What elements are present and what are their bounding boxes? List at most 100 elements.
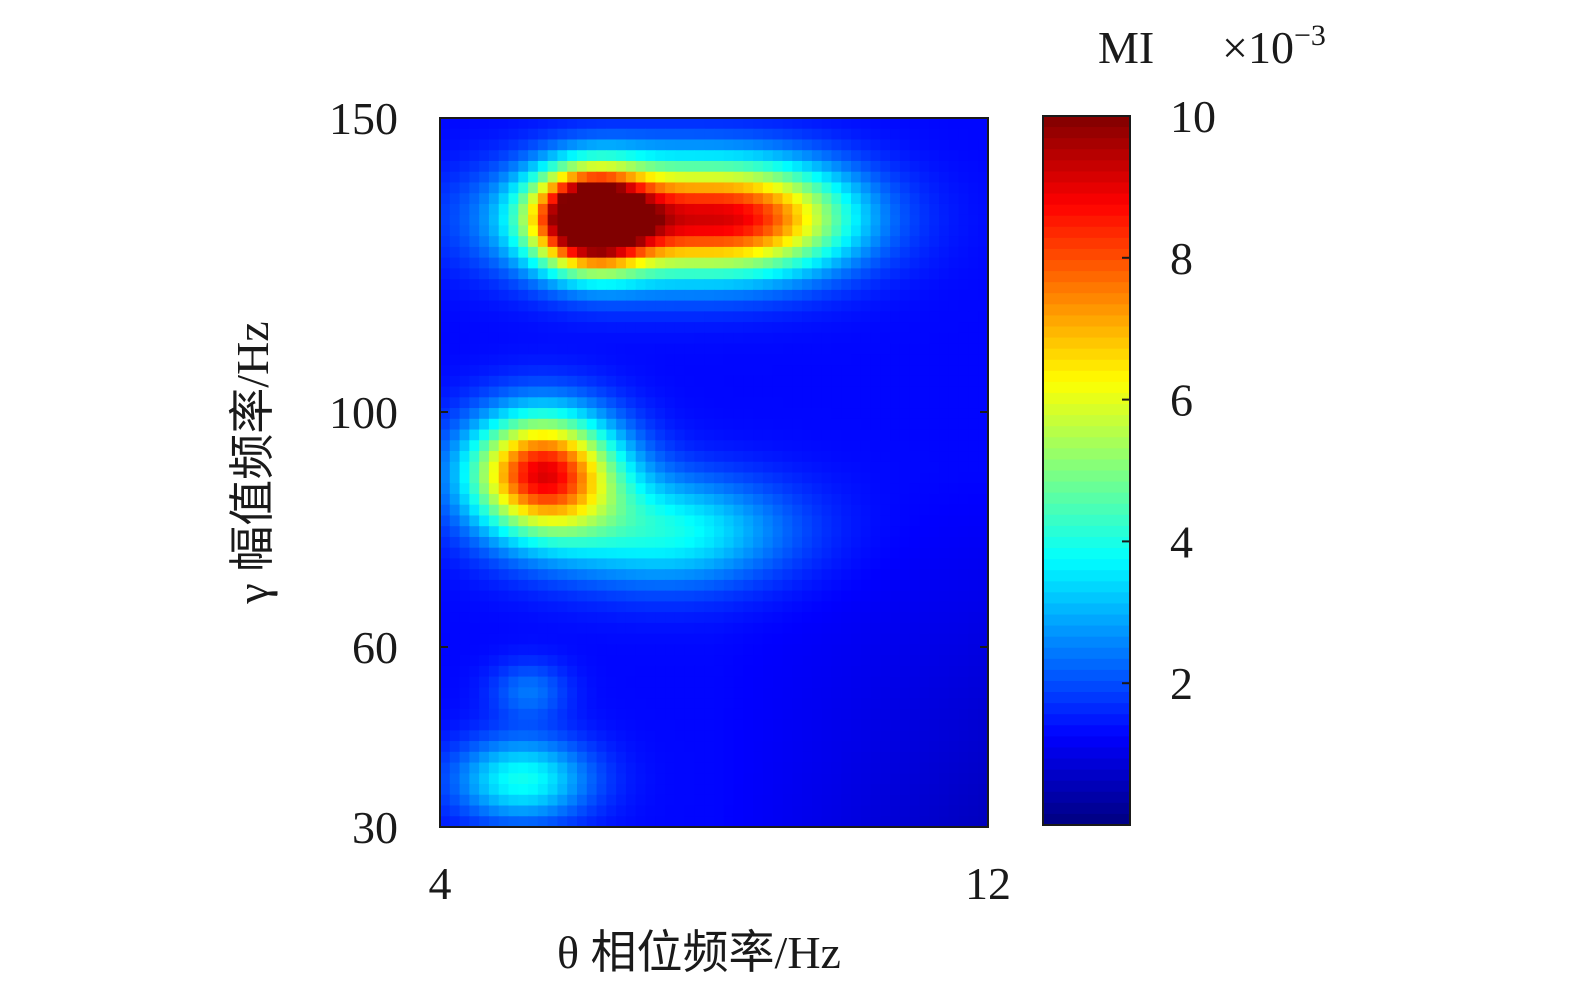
heatmap-cell [567,536,578,549]
heatmap-cell [518,730,529,742]
heatmap-cell [978,118,989,130]
heatmap-cell [870,214,881,227]
heatmap-cell [557,311,568,323]
heatmap-cell [498,655,510,667]
heatmap-cell [792,493,803,506]
heatmap-cell [498,236,510,248]
heatmap-cell [557,343,568,355]
heatmap-cell [586,311,598,323]
heatmap-cell [851,246,862,259]
heatmap-cell [537,698,549,710]
heatmap-cell [929,128,940,141]
colorbar-step [1043,304,1130,317]
heatmap-cell [948,365,960,377]
heatmap-cell [743,118,754,130]
heatmap-cell [743,279,754,291]
heatmap-cell [841,451,852,463]
heatmap-cell [772,590,784,603]
heatmap-cell [870,128,881,141]
heatmap-cell [743,805,754,817]
heatmap-cell [860,773,872,785]
heatmap-cell [606,665,617,678]
heatmap-cell [919,246,930,259]
heatmap-cell [547,536,559,549]
heatmap-cell [577,322,588,334]
heatmap-cell [586,504,598,517]
heatmap-cell [762,794,774,807]
heatmap-cell [547,128,559,141]
heatmap-cell [440,579,451,592]
heatmap-cell [684,676,696,688]
heatmap-cell [890,794,901,807]
heatmap-cell [440,493,451,506]
heatmap-cell [762,633,774,645]
heatmap-cell [860,429,872,441]
heatmap-cell [616,225,627,237]
heatmap-cell [586,493,598,506]
heatmap-cell [625,569,637,581]
heatmap-cell [978,429,989,441]
heatmap-cell [851,805,862,817]
heatmap-cell [674,214,686,227]
heatmap-cell [655,708,666,721]
heatmap-cell [762,193,774,205]
heatmap-cell [557,687,568,699]
heatmap-cell [645,203,656,216]
heatmap-cell [449,719,461,731]
heatmap-cell [782,246,793,259]
heatmap-cell [704,472,715,484]
heatmap-cell [537,493,549,506]
heatmap-cell [459,343,470,355]
heatmap-cell [792,429,803,441]
heatmap-cell [890,579,901,592]
heatmap-cell [899,472,911,484]
heatmap-cell [449,418,461,431]
heatmap-cell [811,751,823,764]
heatmap-cell [518,289,529,302]
heatmap-cell [704,493,715,506]
heatmap-cell [440,515,451,527]
heatmap-cell [714,483,725,495]
heatmap-cell [635,322,647,334]
heatmap-cell [909,386,921,398]
heatmap-cell [625,386,637,398]
heatmap-cell [723,655,735,667]
heatmap-cell [939,730,950,742]
heatmap-cell [939,493,950,506]
heatmap-cell [919,622,930,635]
heatmap-cell [880,665,891,678]
heatmap-cell [645,332,656,345]
heatmap-cell [606,719,617,731]
heatmap-cell [958,408,970,420]
heatmap-cell [488,805,500,817]
heatmap-cell [899,139,911,151]
heatmap-cell [870,504,881,517]
heatmap-cell [782,579,793,592]
heatmap-cell [518,203,529,216]
heatmap-cell [449,139,461,151]
heatmap-cell [753,418,764,431]
heatmap-cell [518,687,529,699]
heatmap-cell [753,128,764,141]
heatmap-cell [870,536,881,549]
colorbar-tick-label: 4 [1170,516,1193,567]
heatmap-cell [772,601,784,613]
heatmap-cell [479,579,490,592]
heatmap-cell [508,708,519,721]
heatmap-cell [586,118,598,130]
heatmap-cell [782,139,793,151]
heatmap-cell [635,784,647,796]
heatmap-cell [674,558,686,570]
heatmap-cell [479,150,490,162]
heatmap-cell [479,665,490,678]
heatmap-cell [831,622,842,635]
heatmap-cell [958,687,970,699]
heatmap-cell [899,118,911,130]
heatmap-cell [684,375,696,388]
heatmap-cell [841,784,852,796]
heatmap-cell [743,515,754,527]
heatmap-cell [625,816,637,828]
heatmap-cell [684,354,696,366]
heatmap-cell [782,375,793,388]
heatmap-cell [870,633,881,645]
